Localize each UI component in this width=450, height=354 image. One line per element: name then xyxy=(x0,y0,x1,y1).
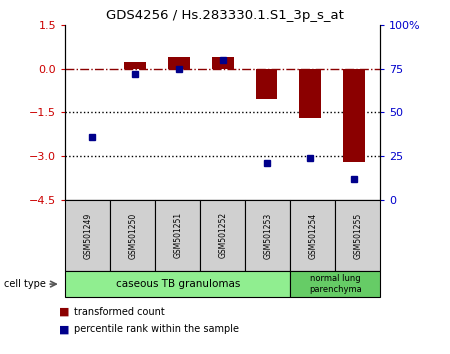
Text: GSM501250: GSM501250 xyxy=(128,212,137,258)
Text: normal lung
parenchyma: normal lung parenchyma xyxy=(309,274,362,294)
Text: GSM501253: GSM501253 xyxy=(263,212,272,258)
Text: cell type: cell type xyxy=(4,279,46,289)
Text: transformed count: transformed count xyxy=(74,307,165,316)
Text: GDS4256 / Hs.283330.1.S1_3p_s_at: GDS4256 / Hs.283330.1.S1_3p_s_at xyxy=(106,9,344,22)
Text: caseous TB granulomas: caseous TB granulomas xyxy=(116,279,240,289)
Text: GSM501254: GSM501254 xyxy=(308,212,317,258)
Text: GSM501251: GSM501251 xyxy=(173,212,182,258)
Text: ■: ■ xyxy=(58,307,69,316)
Text: percentile rank within the sample: percentile rank within the sample xyxy=(74,324,239,334)
Bar xyxy=(124,62,146,69)
Bar xyxy=(299,69,321,118)
Text: GSM501255: GSM501255 xyxy=(353,212,362,258)
Text: GSM501252: GSM501252 xyxy=(218,212,227,258)
Bar xyxy=(256,69,278,99)
Text: ■: ■ xyxy=(58,324,69,334)
Bar xyxy=(343,69,365,162)
Bar xyxy=(168,57,190,69)
Text: GSM501249: GSM501249 xyxy=(83,212,92,258)
Bar xyxy=(212,57,234,69)
